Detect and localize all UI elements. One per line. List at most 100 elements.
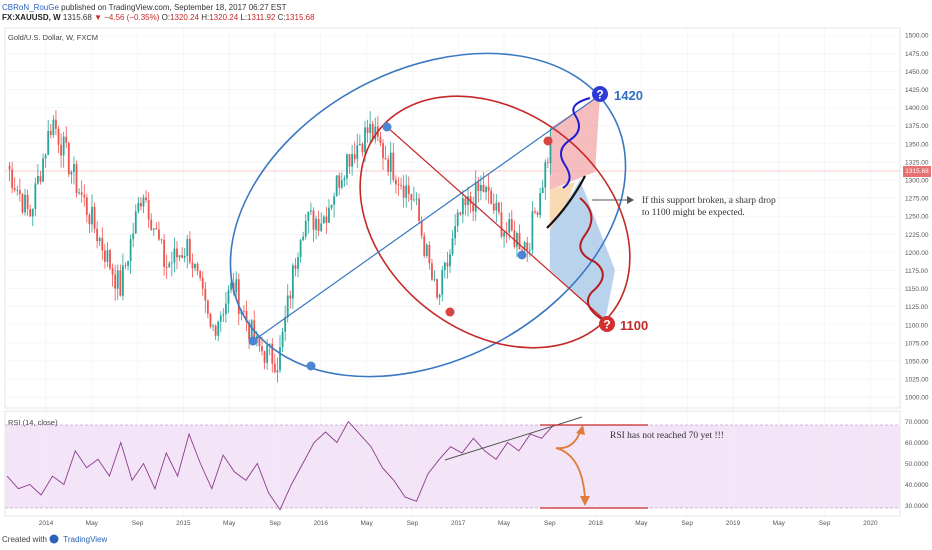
candle-body [284, 317, 287, 332]
support-note-line1: If this support broken, a sharp drop [642, 196, 776, 206]
candle-body [351, 154, 354, 167]
price-chart-title: Gold/U.S. Dollar, W, FXCM [8, 33, 99, 42]
candle-body [534, 211, 536, 213]
candle-body [150, 219, 153, 230]
candle-body [227, 289, 230, 304]
candle-body [333, 196, 335, 205]
time-tick-label: 2015 [176, 520, 191, 527]
candle-body [132, 233, 135, 240]
candle-body [392, 152, 395, 180]
candle-body [124, 265, 127, 267]
candle-body [93, 206, 96, 229]
candle-body [516, 233, 518, 247]
candle-body [479, 184, 482, 191]
candle-body [96, 228, 99, 241]
candle-body [261, 346, 263, 352]
pivot-dot-high [382, 122, 392, 132]
rsi-down-arrowhead-icon [580, 496, 590, 506]
tradingview-brand[interactable]: TradingView [63, 535, 108, 544]
time-tick-label: Sep [407, 520, 419, 527]
question-circle-icon-high [592, 86, 608, 102]
time-tick-label: 2017 [451, 520, 466, 527]
candle-body [413, 199, 415, 201]
candle-body [194, 263, 196, 269]
time-tick-label: Sep [544, 520, 556, 527]
last-price: 1315.68 [62, 13, 92, 22]
downside-wave [579, 197, 604, 321]
candle-body [145, 197, 147, 200]
pivot-dot-low-1 [248, 336, 258, 346]
candle-body [37, 175, 39, 184]
red-axis-line [386, 126, 608, 323]
candle-body [201, 277, 204, 289]
candle-body [315, 218, 317, 230]
time-tick-label: 2018 [588, 520, 603, 527]
candle-body [158, 229, 160, 240]
candle-body [217, 321, 220, 336]
candle-body [366, 127, 369, 133]
candle-body [361, 143, 364, 153]
candle-body [325, 216, 328, 223]
candle-body [155, 228, 158, 230]
candle-body [199, 270, 202, 278]
price-tick-label: 1400.00 [905, 105, 929, 112]
price-tick-label: 1500.00 [905, 33, 929, 40]
candle-body [397, 184, 400, 186]
candle-body [250, 320, 253, 340]
candle-body [348, 154, 351, 167]
candle-body [443, 262, 446, 271]
candle-body [18, 190, 21, 195]
candles [8, 110, 552, 383]
candle-body [410, 194, 413, 201]
question-circle-icon-low [599, 316, 615, 332]
candle-body [80, 192, 83, 195]
candle-body [518, 233, 521, 250]
candle-body [407, 185, 410, 195]
candle-body [330, 204, 333, 208]
price-tick-label: 1000.00 [905, 395, 929, 402]
candle-body [214, 325, 217, 336]
candle-body [299, 240, 302, 258]
candle-body [13, 188, 16, 191]
time-tick-label: 2014 [39, 520, 54, 527]
candle-body [181, 255, 184, 258]
candle-body [289, 295, 292, 299]
candle-body [446, 262, 449, 267]
candle-body [137, 202, 140, 212]
upside-zone [550, 95, 600, 190]
rsi-axis: 70.0000 60.0000 50.0000 40.0000 30.0000 [905, 419, 929, 510]
candle-body [178, 255, 181, 258]
candle-body [523, 242, 526, 251]
candle-body [358, 143, 361, 146]
tradingview-logo-icon [49, 534, 59, 544]
candle-body [55, 119, 57, 129]
candle-body [528, 249, 531, 251]
time-tick-label: Sep [681, 520, 693, 527]
candle-body [387, 159, 390, 172]
time-tick-label: Sep [132, 520, 144, 527]
candle-body [206, 300, 209, 314]
candle-body [42, 158, 44, 182]
candle-body [328, 207, 330, 223]
author-link[interactable]: CBRoN_RouGe [2, 3, 59, 12]
candle-body [212, 325, 214, 327]
candle-body [31, 209, 34, 217]
candle-body [103, 250, 106, 262]
candle-body [191, 262, 194, 269]
candle-body [312, 210, 315, 230]
candle-body [170, 262, 173, 264]
price-tick-label: 1450.00 [905, 69, 929, 76]
candle-body [384, 158, 387, 160]
last-price-tag: 1315.68 [903, 166, 931, 177]
rsi-tick-label: 70.0000 [905, 419, 929, 426]
candle-body [276, 370, 279, 373]
candle-body [78, 192, 81, 194]
candle-body [431, 263, 433, 280]
close-value: 1315.68 [285, 13, 315, 22]
candle-body [322, 216, 325, 224]
rsi-band [5, 425, 900, 508]
price-axis: 1500.00 1475.00 1450.00 1425.00 1400.00 1375.… [905, 33, 929, 402]
candle-body [467, 196, 469, 206]
candle-body [546, 162, 549, 164]
price-tick-label: 1350.00 [905, 141, 929, 148]
